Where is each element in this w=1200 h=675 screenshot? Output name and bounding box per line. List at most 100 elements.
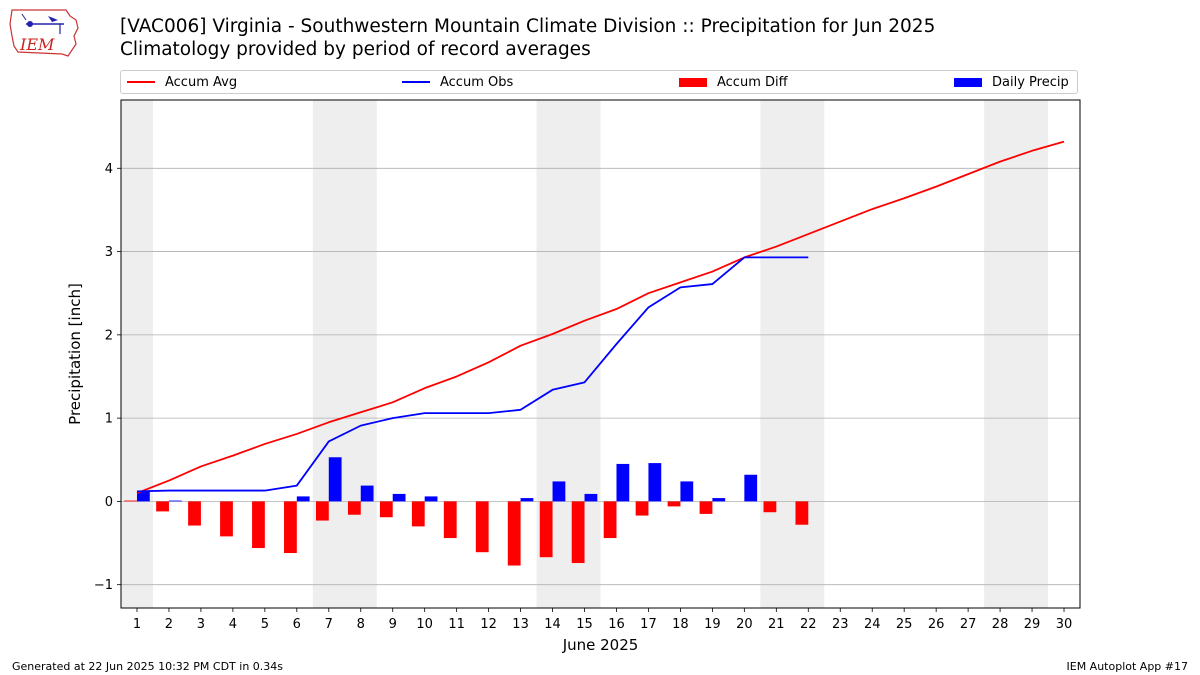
daily-precip-bar-18 xyxy=(680,481,694,502)
accum-diff-bar-12 xyxy=(475,501,489,553)
daily-precip-bar-14 xyxy=(552,481,566,502)
xtick-label: 19 xyxy=(704,617,721,632)
daily-precip-bar-10 xyxy=(424,496,438,502)
daily-precip-bar-1 xyxy=(136,491,150,502)
legend-swatch-accum-obs xyxy=(402,81,430,83)
x-axis-ticks: 1 2 3 4 5 6 7 8 9 10 11 12 13 14 15 16 17 18 19 20 21 22 23 24 2… xyxy=(133,608,1072,632)
legend-swatch-accum-avg xyxy=(127,81,155,83)
accum-diff-bar-16 xyxy=(603,501,617,539)
xtick-label: 9 xyxy=(389,617,397,632)
weekend-shading xyxy=(121,100,1049,608)
legend-item-daily-precip: Daily Precip xyxy=(954,71,1069,93)
accum-diff-bar-1 xyxy=(124,500,137,502)
daily-precip-bar-16 xyxy=(616,463,630,502)
daily-precip-bar-7 xyxy=(328,457,342,502)
weekend-band-2 xyxy=(312,100,377,608)
legend: Accum Avg Accum Obs Accum Diff Daily Pre… xyxy=(120,70,1078,94)
accum-diff-bar-19 xyxy=(699,501,713,514)
ytick-label: 0 xyxy=(105,495,113,510)
accum-diff-bar-8 xyxy=(347,501,361,515)
xtick-label: 26 xyxy=(928,617,945,632)
accum-diff-bar-9 xyxy=(379,501,393,518)
xtick-label: 29 xyxy=(1024,617,1041,632)
xtick-label: 15 xyxy=(576,617,593,632)
grid-lines xyxy=(121,167,1080,586)
xtick-label: 4 xyxy=(229,617,237,632)
daily-precip-bar-15 xyxy=(584,493,598,502)
accum-diff-bar-5 xyxy=(252,501,265,549)
xtick-label: 27 xyxy=(960,617,977,632)
legend-swatch-accum-diff xyxy=(679,77,707,87)
daily-precip-bar-9 xyxy=(392,493,406,502)
footer-app: IEM Autoplot App #17 xyxy=(1066,660,1189,673)
daily-precip-bar-13 xyxy=(520,498,534,502)
xtick-label: 14 xyxy=(544,617,561,632)
xtick-label: 23 xyxy=(832,617,849,632)
ytick-label: 4 xyxy=(105,162,113,177)
xtick-label: 11 xyxy=(448,617,465,632)
x-axis-label: June 2025 xyxy=(562,636,639,654)
weekend-band-5 xyxy=(984,100,1049,608)
xtick-label: 8 xyxy=(357,617,365,632)
xtick-label: 25 xyxy=(896,617,913,632)
accum-diff-bar-6 xyxy=(284,501,297,554)
accum-diff-bar-15 xyxy=(571,501,585,564)
accum-diff-bar-3 xyxy=(188,501,201,526)
plot-frame xyxy=(120,99,1081,609)
bars xyxy=(124,457,809,566)
legend-swatch-daily-precip xyxy=(954,77,982,87)
ytick-label: 3 xyxy=(105,245,113,260)
ytick-label: 2 xyxy=(105,328,113,343)
ytick-label: 1 xyxy=(105,412,113,427)
daily-precip-bar-19 xyxy=(712,498,726,502)
weekend-band-1 xyxy=(121,100,153,608)
xtick-label: 5 xyxy=(261,617,269,632)
xtick-label: 10 xyxy=(416,617,433,632)
xtick-label: 2 xyxy=(165,617,173,632)
chart-title: [VAC006] Virginia - Southwestern Mountai… xyxy=(120,16,936,37)
legend-item-accum-avg: Accum Avg xyxy=(127,71,237,93)
legend-item-accum-diff: Accum Diff xyxy=(679,71,788,93)
xtick-label: 17 xyxy=(640,617,657,632)
accum-obs-line xyxy=(136,256,809,493)
accum-diff-bar-10 xyxy=(411,501,425,527)
chart-subtitle: Climatology provided by period of record… xyxy=(120,39,591,60)
xtick-label: 16 xyxy=(608,617,625,632)
legend-label-accum-diff: Accum Diff xyxy=(717,74,788,90)
xtick-label: 13 xyxy=(512,617,529,632)
daily-precip-bar-17 xyxy=(648,463,662,502)
daily-precip-bar-2 xyxy=(168,500,182,502)
accum-lines xyxy=(136,140,1065,494)
xtick-label: 18 xyxy=(672,617,689,632)
accum-diff-bar-14 xyxy=(539,501,553,558)
xtick-label: 21 xyxy=(768,617,785,632)
legend-label-accum-obs: Accum Obs xyxy=(440,74,514,90)
iem-logo: IEM xyxy=(9,9,79,57)
xtick-label: 6 xyxy=(293,617,301,632)
xtick-label: 1 xyxy=(133,617,141,632)
accum-diff-bar-11 xyxy=(443,501,457,539)
ytick-label: −1 xyxy=(94,578,113,593)
footer-generated: Generated at 22 Jun 2025 10:32 PM CDT in… xyxy=(12,660,284,673)
accum-diff-bar-7 xyxy=(315,501,329,521)
accum-diff-bar-18 xyxy=(667,501,681,507)
daily-precip-bar-8 xyxy=(360,485,374,502)
legend-label-accum-avg: Accum Avg xyxy=(165,74,238,90)
xtick-label: 20 xyxy=(736,617,753,632)
xtick-label: 22 xyxy=(800,617,817,632)
legend-label-daily-precip: Daily Precip xyxy=(992,74,1069,90)
accum-diff-bar-17 xyxy=(635,501,649,516)
accum-diff-bar-4 xyxy=(220,501,233,537)
daily-precip-bar-20 xyxy=(744,474,758,502)
y-axis-label: Precipitation [inch] xyxy=(66,283,84,425)
xtick-label: 30 xyxy=(1056,617,1073,632)
xtick-label: 7 xyxy=(325,617,333,632)
accum-diff-bar-13 xyxy=(507,501,521,566)
y-axis-ticks: −1 0 1 2 3 4 xyxy=(94,162,121,593)
xtick-label: 12 xyxy=(480,617,497,632)
xtick-label: 28 xyxy=(992,617,1009,632)
accum-diff-bar-22 xyxy=(795,501,809,525)
logo-text: IEM xyxy=(19,35,55,54)
accum-diff-bar-21 xyxy=(763,501,777,513)
